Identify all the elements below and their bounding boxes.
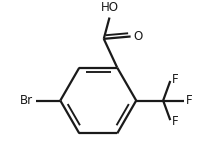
Text: F: F [186,94,192,107]
Text: O: O [133,30,143,43]
Text: HO: HO [101,1,118,15]
Text: F: F [172,73,179,86]
Text: Br: Br [20,94,33,107]
Text: F: F [172,115,179,128]
